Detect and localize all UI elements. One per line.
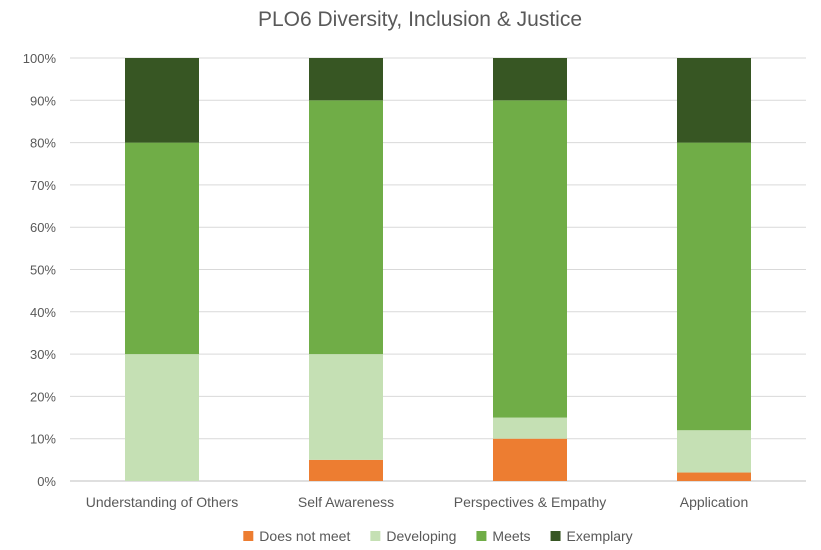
- x-category-label: Self Awareness: [298, 494, 394, 510]
- y-tick-label: 30%: [30, 347, 56, 362]
- y-tick-label: 100%: [23, 51, 57, 66]
- legend-label: Developing: [386, 528, 456, 544]
- legend-swatch: [370, 531, 381, 541]
- y-tick-label: 0%: [37, 474, 56, 489]
- legend-label: Does not meet: [259, 528, 350, 544]
- x-category-label: Understanding of Others: [86, 494, 239, 510]
- bar-segment: [309, 100, 383, 355]
- bar-segment: [309, 354, 383, 460]
- legend-label: Exemplary: [567, 528, 633, 544]
- bars: [125, 58, 751, 481]
- y-tick-label: 70%: [30, 178, 56, 193]
- bar-segment: [677, 430, 751, 473]
- x-axis-categories: Understanding of Others Self Awareness Per…: [86, 494, 749, 510]
- y-axis-ticks: 0% 10% 20% 30% 40% 50% 60% 70% 80% 90% 100%: [23, 51, 57, 489]
- x-category-label: Application: [680, 494, 749, 510]
- bar-segment: [677, 142, 751, 431]
- legend-swatch: [243, 531, 254, 541]
- bar-segment: [677, 58, 751, 143]
- legend-label: Meets: [492, 528, 530, 544]
- bar-segment: [493, 438, 567, 481]
- y-tick-label: 40%: [30, 305, 56, 320]
- bar-segment: [309, 58, 383, 101]
- bar-segment: [493, 417, 567, 439]
- bar-segment: [493, 100, 567, 418]
- bar-segment: [309, 459, 383, 481]
- bar-segment: [125, 142, 199, 355]
- legend: Does not meet Developing Meets Exemplary: [243, 528, 633, 544]
- legend-swatch: [476, 531, 487, 541]
- bar-segment: [677, 472, 751, 481]
- chart-title: PLO6 Diversity, Inclusion & Justice: [258, 8, 582, 31]
- y-tick-label: 60%: [30, 220, 56, 235]
- y-tick-label: 10%: [30, 432, 56, 447]
- y-tick-label: 50%: [30, 263, 56, 278]
- x-category-label: Perspectives & Empathy: [454, 494, 607, 510]
- bar-segment: [125, 354, 199, 481]
- y-tick-label: 20%: [30, 389, 56, 404]
- y-tick-label: 90%: [30, 93, 56, 108]
- bar-segment: [493, 58, 567, 101]
- y-tick-label: 80%: [30, 136, 56, 151]
- legend-swatch: [550, 531, 561, 541]
- bar-segment: [125, 58, 199, 143]
